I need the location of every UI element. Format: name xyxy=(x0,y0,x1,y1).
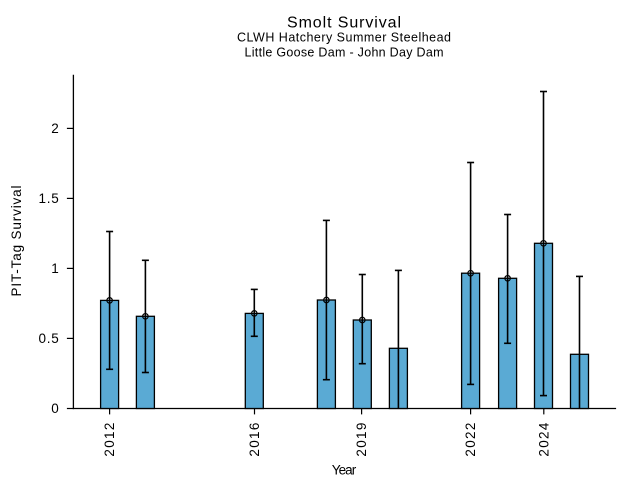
svg-text:Little Goose Dam - John Day Da: Little Goose Dam - John Day Dam xyxy=(245,46,444,60)
svg-text:2024: 2024 xyxy=(536,422,551,456)
svg-text:0: 0 xyxy=(51,401,59,416)
svg-text:2019: 2019 xyxy=(354,423,369,457)
svg-text:1.5: 1.5 xyxy=(39,191,59,206)
svg-text:2012: 2012 xyxy=(102,423,117,457)
svg-text:1: 1 xyxy=(51,261,59,276)
svg-text:2: 2 xyxy=(51,121,59,136)
svg-text:2022: 2022 xyxy=(463,423,478,457)
svg-text:CLWH Hatchery Summer Steelhead: CLWH Hatchery Summer Steelhead xyxy=(237,31,451,45)
svg-text:2016: 2016 xyxy=(247,423,262,457)
svg-text:Smolt Survival: Smolt Survival xyxy=(287,15,401,32)
svg-text:PIT-Tag Survival: PIT-Tag Survival xyxy=(9,186,24,297)
svg-text:0.5: 0.5 xyxy=(39,331,59,346)
svg-text:Year: Year xyxy=(332,463,357,478)
